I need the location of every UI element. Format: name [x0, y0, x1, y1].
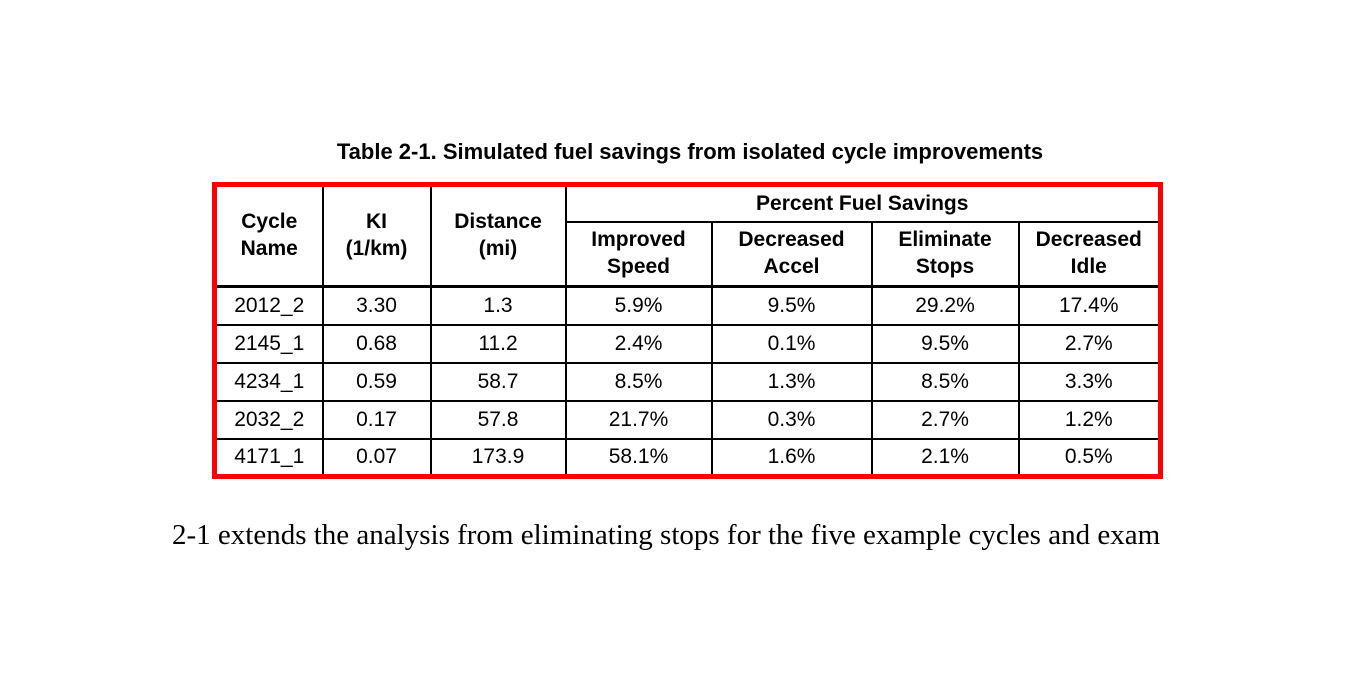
- header-percent-fuel-savings: Percent Fuel Savings: [564, 183, 1162, 223]
- body-text-line: 2-1 extends the analysis from eliminatin…: [172, 519, 1161, 551]
- cell-cycle-name: 4234_1: [213, 361, 324, 402]
- cell-cycle-name: 4171_1: [213, 437, 324, 478]
- header-decreased-accel: Decreased Accel: [710, 221, 873, 288]
- cell-distance: 57.8: [429, 399, 567, 440]
- cell-eliminate-stops: 8.5%: [870, 361, 1020, 402]
- cell-improved-speed: 5.9%: [564, 285, 713, 326]
- header-ki: KI (1/km): [321, 183, 432, 288]
- cell-improved-speed: 58.1%: [564, 437, 713, 478]
- header-distance: Distance (mi): [429, 183, 567, 288]
- cell-cycle-name: 2145_1: [213, 323, 324, 364]
- table-row: 2012_2 3.30 1.3 5.9% 9.5% 29.2% 17.4%: [213, 285, 1162, 326]
- cell-decreased-accel: 9.5%: [710, 285, 873, 326]
- cell-eliminate-stops: 29.2%: [870, 285, 1020, 326]
- cell-distance: 11.2: [429, 323, 567, 364]
- cell-decreased-idle: 17.4%: [1017, 285, 1162, 326]
- table-row: 4171_1 0.07 173.9 58.1% 1.6% 2.1% 0.5%: [213, 437, 1162, 478]
- header-decreased-idle: Decreased Idle: [1017, 221, 1162, 288]
- table-row: 2145_1 0.68 11.2 2.4% 0.1% 9.5% 2.7%: [213, 323, 1162, 364]
- fuel-savings-table: Cycle Name KI (1/km) Distance (mi) Perce…: [212, 182, 1163, 479]
- table-row: 4234_1 0.59 58.7 8.5% 1.3% 8.5% 3.3%: [213, 361, 1162, 402]
- cell-ki: 0.07: [321, 437, 432, 478]
- cell-ki: 3.30: [321, 285, 432, 326]
- cell-decreased-idle: 2.7%: [1017, 323, 1162, 364]
- header-row-group: Cycle Name KI (1/km) Distance (mi) Perce…: [213, 183, 1162, 288]
- cell-improved-speed: 8.5%: [564, 361, 713, 402]
- cell-decreased-idle: 0.5%: [1017, 437, 1162, 478]
- cell-decreased-accel: 1.6%: [710, 437, 873, 478]
- cell-eliminate-stops: 2.7%: [870, 399, 1020, 440]
- header-eliminate-stops: Eliminate Stops: [870, 221, 1020, 288]
- cell-decreased-accel: 1.3%: [710, 361, 873, 402]
- cell-ki: 0.17: [321, 399, 432, 440]
- cell-distance: 173.9: [429, 437, 567, 478]
- header-cycle-name: Cycle Name: [213, 183, 324, 288]
- cell-improved-speed: 21.7%: [564, 399, 713, 440]
- table-row: 2032_2 0.17 57.8 21.7% 0.3% 2.7% 1.2%: [213, 399, 1162, 440]
- cell-decreased-idle: 3.3%: [1017, 361, 1162, 402]
- cell-cycle-name: 2032_2: [213, 399, 324, 440]
- cell-ki: 0.59: [321, 361, 432, 402]
- cell-cycle-name: 2012_2: [213, 285, 324, 326]
- cell-eliminate-stops: 2.1%: [870, 437, 1020, 478]
- cell-improved-speed: 2.4%: [564, 323, 713, 364]
- cell-decreased-idle: 1.2%: [1017, 399, 1162, 440]
- table-caption: Table 2-1. Simulated fuel savings from i…: [336, 139, 1044, 164]
- cell-decreased-accel: 0.3%: [710, 399, 873, 440]
- cell-decreased-accel: 0.1%: [710, 323, 873, 364]
- cell-distance: 58.7: [429, 361, 567, 402]
- cell-eliminate-stops: 9.5%: [870, 323, 1020, 364]
- header-improved-speed: Improved Speed: [564, 221, 713, 288]
- header-row-sub: Improved Speed Decreased Accel Eliminate…: [215, 221, 1162, 288]
- cell-distance: 1.3: [429, 285, 567, 326]
- cell-ki: 0.68: [321, 323, 432, 364]
